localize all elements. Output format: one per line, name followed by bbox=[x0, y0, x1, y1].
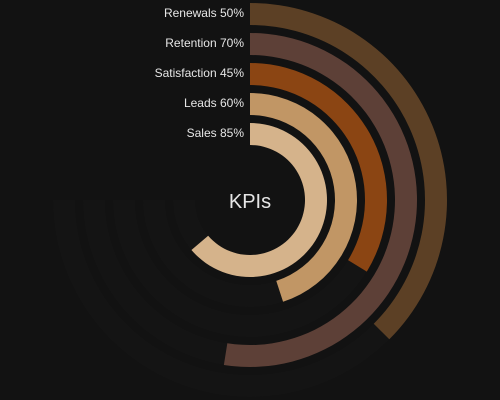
ring-labels: Sales 85% Leads 60% Satisfaction 45% Retent… bbox=[155, 6, 245, 140]
label-satisfaction: Satisfaction 45% bbox=[155, 66, 245, 80]
label-renewals: Renewals 50% bbox=[164, 6, 244, 20]
bar-retention[interactable] bbox=[223, 33, 417, 367]
center-label: KPIs bbox=[229, 191, 271, 213]
label-retention: Retention 70% bbox=[165, 36, 244, 50]
bar-leads[interactable] bbox=[250, 93, 357, 302]
bar-sales[interactable] bbox=[191, 123, 328, 277]
bar-renewals[interactable] bbox=[250, 3, 447, 340]
bar-satisfaction[interactable] bbox=[250, 63, 388, 272]
ring-bars bbox=[191, 3, 447, 367]
label-sales: Sales 85% bbox=[187, 126, 245, 140]
label-leads: Leads 60% bbox=[184, 96, 244, 110]
